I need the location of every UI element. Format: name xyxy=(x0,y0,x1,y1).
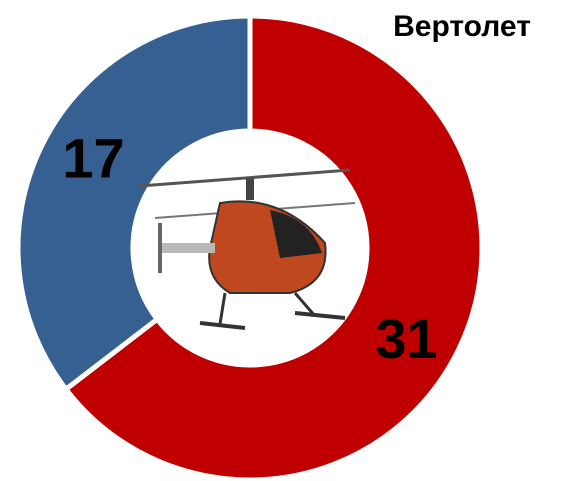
chart-title: Вертолет xyxy=(393,10,531,43)
data-label: 17 xyxy=(62,127,124,190)
helicopter-illustration xyxy=(139,168,356,330)
data-label: 31 xyxy=(375,307,437,370)
donut-slice xyxy=(15,13,253,393)
donut-slice xyxy=(62,13,485,481)
slices xyxy=(15,13,485,481)
